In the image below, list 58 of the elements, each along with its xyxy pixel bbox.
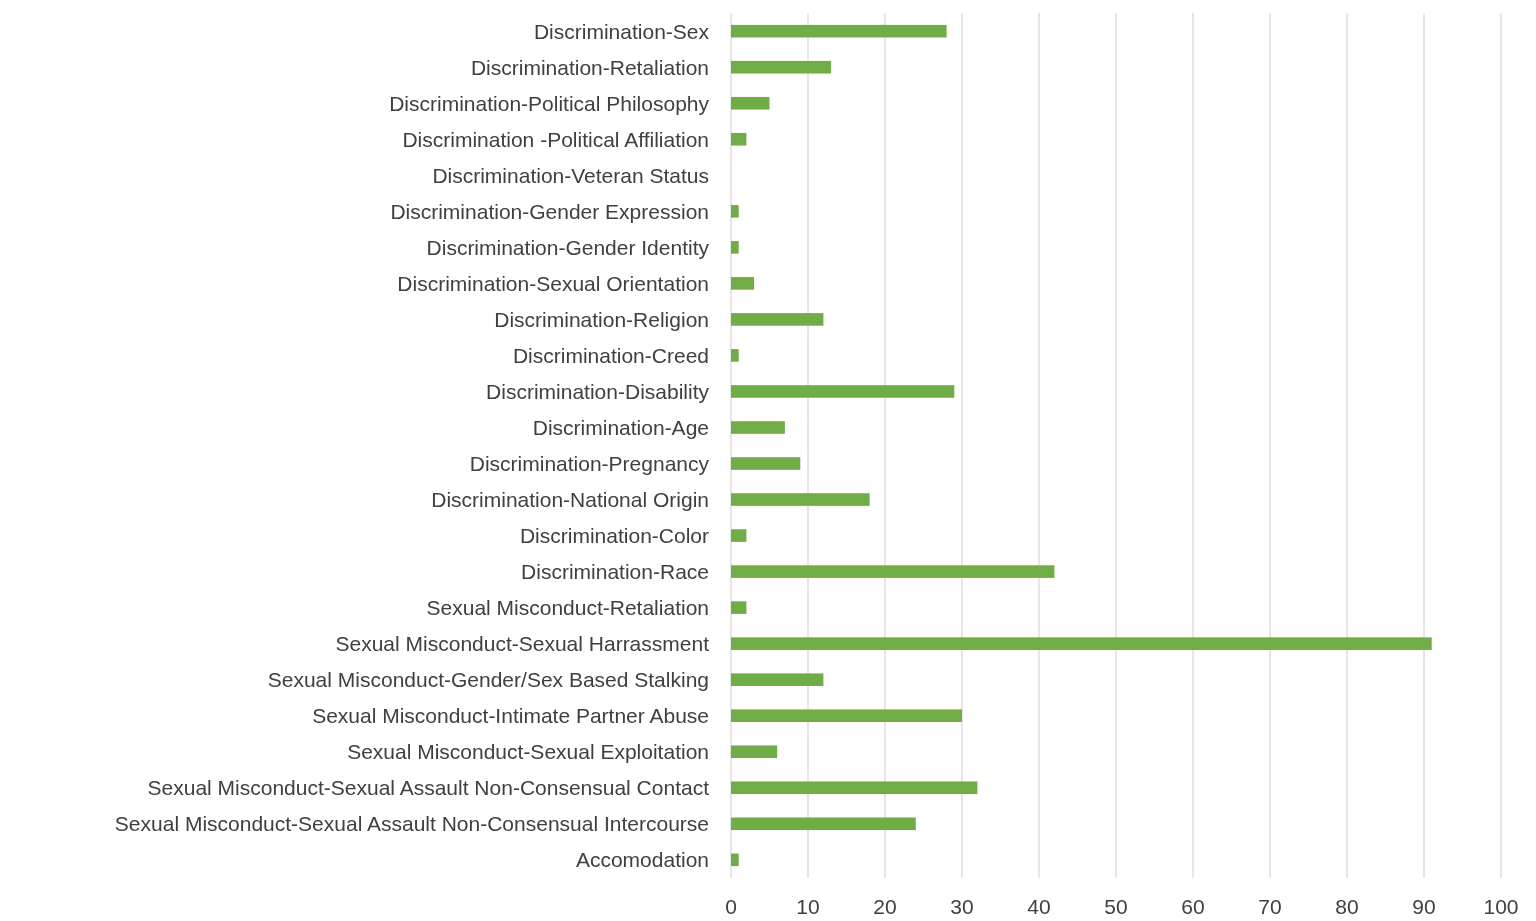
y-tick-label: Discrimination-Sexual Orientation xyxy=(397,271,709,295)
bar xyxy=(731,493,870,506)
bar xyxy=(731,241,739,254)
y-tick-label: Discrimination-Retaliation xyxy=(470,55,709,79)
bar xyxy=(731,132,747,146)
y-tick-label: Sexual Misconduct-Sexual Assault Non-Consensual Contact xyxy=(147,776,710,800)
bar xyxy=(731,205,739,218)
bar xyxy=(731,349,739,362)
bar xyxy=(731,24,947,38)
y-tick-label: Sexual Misconduct-Intimate Partner Abuse xyxy=(312,704,709,728)
y-tick-label: Discrimination-Color xyxy=(519,523,709,547)
x-tick-label: 80 xyxy=(1335,895,1359,918)
bar xyxy=(731,601,747,614)
x-tick-label: 100 xyxy=(1483,895,1519,918)
y-tick-label: Discrimination-Sex xyxy=(533,19,710,43)
bar xyxy=(731,853,739,867)
bar xyxy=(731,529,747,542)
bar xyxy=(731,673,824,686)
y-tick-label: Sexual Misconduct-Sexual Assault Non-Consensual Intercourse xyxy=(114,812,709,836)
x-tick-label: 60 xyxy=(1181,895,1205,918)
bar xyxy=(731,60,832,74)
bar xyxy=(731,385,955,398)
y-tick-label: Sexual Misconduct-Retaliation xyxy=(426,595,709,619)
y-tick-label: Discrimination-Age xyxy=(532,415,709,439)
bar xyxy=(731,745,778,759)
bar xyxy=(731,817,916,831)
y-tick-label: Discrimination-Gender Expression xyxy=(390,199,709,223)
x-tick-label: 10 xyxy=(796,895,820,918)
bar xyxy=(731,709,962,722)
y-tick-label: Discrimination-Creed xyxy=(512,343,709,367)
bar xyxy=(731,421,785,434)
y-tick-label: Sexual Misconduct-Sexual Exploitation xyxy=(347,740,709,764)
x-tick-label: 0 xyxy=(725,895,737,918)
bar xyxy=(731,565,1055,578)
y-tick-label: Discrimination-Religion xyxy=(494,307,709,331)
x-tick-label: 90 xyxy=(1412,895,1436,918)
x-tick-label: 40 xyxy=(1027,895,1051,918)
y-tick-label: Discrimination-Veteran Status xyxy=(432,163,709,187)
bar xyxy=(731,457,801,470)
bar xyxy=(731,96,770,110)
x-tick-label: 30 xyxy=(950,895,974,918)
bar xyxy=(731,277,755,290)
bar xyxy=(731,637,1432,650)
y-tick-label: Discrimination-Gender Identity xyxy=(426,235,710,259)
y-tick-label: Discrimination-Disability xyxy=(486,379,710,403)
x-tick-label: 20 xyxy=(873,895,897,918)
y-tick-label: Discrimination-Pregnancy xyxy=(469,451,710,475)
y-tick-label: Discrimination -Political Affiliation xyxy=(402,127,709,151)
x-tick-label: 70 xyxy=(1258,895,1282,918)
y-tick-label: Accomodation xyxy=(575,848,709,872)
bar xyxy=(731,313,824,326)
bar xyxy=(731,781,978,795)
y-tick-label: Discrimination-Political Philosophy xyxy=(389,91,710,115)
y-tick-label: Discrimination-Race xyxy=(521,559,709,583)
y-tick-label: Discrimination-National Origin xyxy=(431,487,709,511)
x-tick-label: 50 xyxy=(1104,895,1128,918)
y-tick-label: Sexual Misconduct-Gender/Sex Based Stalking xyxy=(267,668,709,692)
y-tick-label: Sexual Misconduct-Sexual Harrassment xyxy=(335,632,710,655)
